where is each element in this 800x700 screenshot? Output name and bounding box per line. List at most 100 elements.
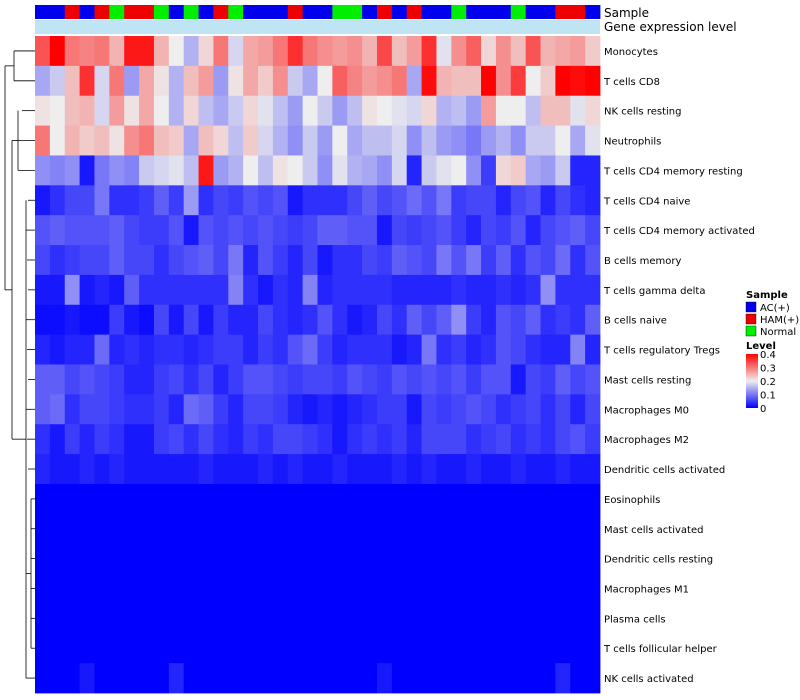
heatmap-cell xyxy=(153,483,170,515)
heatmap-cell xyxy=(525,125,541,156)
heatmap-cell xyxy=(376,364,393,395)
heatmap-cell xyxy=(391,573,408,604)
heatmap-cell xyxy=(213,95,229,126)
heatmap-cell xyxy=(258,573,274,604)
heatmap-cell xyxy=(570,125,586,156)
heatmap-cell xyxy=(124,364,140,395)
heatmap-cell xyxy=(347,215,363,246)
heatmap-cell xyxy=(64,424,81,455)
heatmap-cell xyxy=(570,603,586,634)
heatmap-cell xyxy=(540,364,556,395)
heatmap-cell xyxy=(139,483,155,515)
heatmap-cell xyxy=(213,454,229,485)
heatmap-cell xyxy=(64,543,81,574)
sample-annotation-cell xyxy=(168,5,185,19)
heatmap-cell xyxy=(183,95,199,126)
heatmap-cell xyxy=(362,424,378,455)
heatmap-cell xyxy=(436,125,452,156)
heatmap-cell xyxy=(391,215,408,246)
heatmap-cell xyxy=(198,334,214,365)
heatmap-cell xyxy=(481,424,497,455)
heatmap-cell xyxy=(139,125,155,156)
heatmap-cell xyxy=(139,454,155,485)
heatmap-cell xyxy=(376,274,393,306)
sample-annotation-cell xyxy=(272,5,289,19)
heatmap-cell xyxy=(317,245,333,276)
heatmap-cell xyxy=(287,65,304,97)
heatmap-cell xyxy=(35,543,51,574)
heatmap-cell xyxy=(317,394,333,425)
heatmap-cell xyxy=(332,364,348,395)
heatmap-cell xyxy=(436,513,452,545)
heatmap-cell xyxy=(466,513,482,545)
heatmap-cell xyxy=(49,663,66,694)
heatmap-cell xyxy=(258,364,274,395)
heatmap-cell xyxy=(451,185,467,216)
heatmap-cell xyxy=(510,95,527,126)
heatmap-cell xyxy=(198,95,214,126)
heatmap-cell xyxy=(421,125,437,156)
heatmap-cell xyxy=(570,215,586,246)
heatmap-cell xyxy=(109,334,125,365)
heatmap-cell xyxy=(109,364,125,395)
heatmap-cell xyxy=(421,155,437,186)
heatmap-cell xyxy=(258,95,274,126)
heatmap-cell xyxy=(109,245,125,276)
heatmap-cell xyxy=(332,304,348,336)
heatmap-cell xyxy=(35,424,51,455)
heatmap-cell xyxy=(332,394,348,425)
heatmap-cell xyxy=(168,65,185,97)
heatmap-cell xyxy=(124,65,140,97)
heatmap-cell xyxy=(585,245,601,276)
row-label: Macrophages M2 xyxy=(604,435,689,446)
heatmap-cell xyxy=(317,95,333,126)
heatmap-cell xyxy=(124,603,140,634)
heatmap-cell xyxy=(585,215,601,246)
heatmap-cell xyxy=(198,663,214,694)
heatmap-cell xyxy=(49,215,66,246)
heatmap-cell xyxy=(555,334,571,365)
heatmap-cell xyxy=(49,65,66,97)
heatmap-cell xyxy=(585,633,601,664)
heatmap-cell xyxy=(228,513,244,545)
heatmap-cell xyxy=(243,633,259,664)
sample-annotation-cell xyxy=(228,5,244,19)
heatmap-cell xyxy=(228,394,244,425)
heatmap-cell xyxy=(139,513,155,545)
heatmap-cell xyxy=(272,185,289,216)
heatmap-cell xyxy=(64,454,81,485)
heatmap-cell xyxy=(302,483,318,515)
heatmap-cell xyxy=(362,125,378,156)
sample-annotation-cell xyxy=(347,5,363,19)
heatmap-cell xyxy=(540,65,556,97)
heatmap-cell xyxy=(555,394,571,425)
heatmap-cell xyxy=(213,125,229,156)
heatmap-cell xyxy=(540,245,556,276)
sample-annotation-cell xyxy=(302,5,318,19)
heatmap-cell xyxy=(153,394,170,425)
heatmap-cell xyxy=(49,36,66,67)
heatmap-cell xyxy=(64,364,81,395)
heatmap-cell xyxy=(64,573,81,604)
heatmap-cell xyxy=(466,304,482,336)
heatmap-cell xyxy=(332,424,348,455)
heatmap-cell xyxy=(495,543,512,574)
heatmap-cell xyxy=(272,573,289,604)
sample-annotation-cell xyxy=(79,5,95,19)
heatmap-cell xyxy=(153,245,170,276)
heatmap-cell xyxy=(466,394,482,425)
heatmap-cell xyxy=(347,36,363,67)
heatmap-cell xyxy=(272,125,289,156)
heatmap-cell xyxy=(525,454,541,485)
heatmap-cell xyxy=(49,274,66,306)
heatmap-cell xyxy=(302,513,318,545)
legend-level-tick: 0.2 xyxy=(760,377,776,388)
heatmap-cell xyxy=(362,65,378,97)
heatmap-cell xyxy=(332,245,348,276)
heatmap-cell xyxy=(570,573,586,604)
heatmap-cell xyxy=(139,304,155,336)
sample-annotation-cell xyxy=(555,5,571,19)
heatmap-cell xyxy=(109,663,125,694)
heatmap-cell xyxy=(495,454,512,485)
heatmap-cell xyxy=(272,245,289,276)
